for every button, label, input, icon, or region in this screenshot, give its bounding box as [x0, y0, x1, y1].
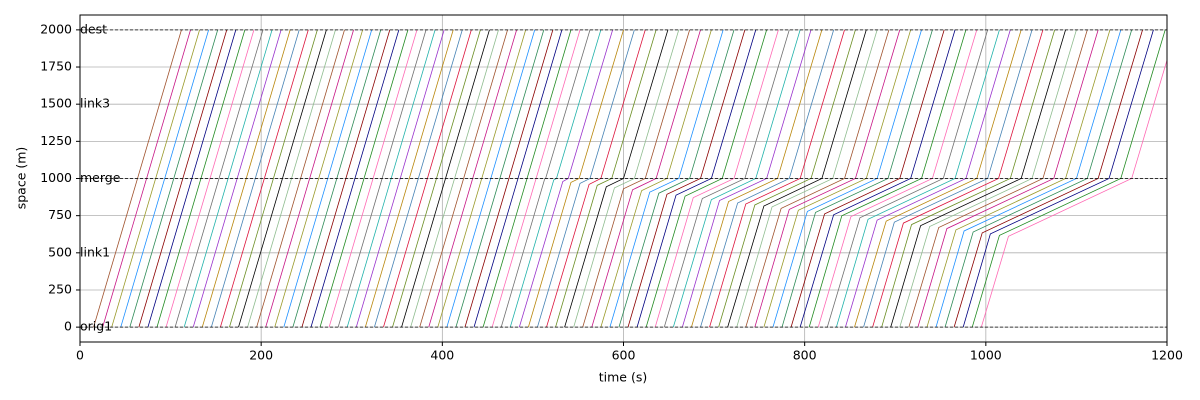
trajectory: [835, 29, 1000, 328]
trajectory: [881, 29, 1056, 328]
y-tick-label: 250: [48, 281, 72, 296]
trajectory: [817, 29, 978, 328]
trajectory: [600, 29, 712, 328]
trajectory: [953, 29, 1143, 328]
trajectory: [609, 29, 724, 328]
trajectory: [537, 29, 635, 328]
axes: 0 200 400 600 800 1000 1200 0 250 500 750 1000 1250 1…: [40, 21, 1183, 362]
trajectory: [727, 29, 867, 328]
trajectory: [582, 29, 691, 328]
trajectory: [165, 29, 255, 328]
trajectory: [962, 29, 1154, 328]
trajectory: [627, 29, 746, 328]
trajectory: [863, 29, 1033, 328]
trajectory: [573, 29, 680, 328]
x-tick-label: 1000: [970, 348, 1002, 363]
trajectory: [772, 29, 922, 328]
trajectory: [455, 29, 545, 328]
node-label: merge: [80, 170, 121, 185]
trajectory: [908, 29, 1088, 328]
trajectory: [663, 29, 790, 328]
trajectory: [745, 29, 890, 328]
trajectory: [917, 29, 1099, 328]
x-axis-label: time (s): [599, 370, 647, 385]
node-label: link3: [80, 96, 110, 111]
trajectory: [174, 29, 264, 328]
trajectory: [826, 29, 989, 328]
trajectory: [808, 29, 967, 328]
trajectory: [790, 29, 945, 328]
trajectory: [781, 29, 933, 328]
trajectory: [564, 29, 669, 328]
trajectory: [944, 29, 1133, 328]
trajectory: [899, 29, 1077, 328]
trajectory: [328, 29, 418, 328]
trajectory: [672, 29, 801, 328]
x-tick-label: 400: [430, 348, 454, 363]
trajectory: [718, 29, 856, 328]
trajectory: [872, 29, 1044, 328]
trajectory: [709, 29, 845, 328]
y-tick-label: 1250: [40, 133, 72, 148]
y-tick-label: 750: [48, 207, 72, 222]
trajectory: [700, 29, 835, 328]
trajectory: [654, 29, 779, 328]
node-label: dest: [80, 21, 107, 36]
trajectory: [274, 29, 364, 328]
trajectories: [93, 29, 1167, 328]
trajectory: [464, 29, 554, 328]
trajectory: [845, 29, 1011, 328]
y-tick-label: 2000: [40, 21, 72, 36]
x-tick-label: 600: [612, 348, 636, 363]
trajectory: [528, 29, 624, 328]
node-label: link1: [80, 244, 110, 259]
trajectory: [555, 29, 657, 328]
trajectory: [419, 29, 508, 328]
trajectory: [980, 58, 1167, 328]
trajectory: [736, 29, 878, 328]
trajectory: [183, 29, 273, 328]
trajectory: [691, 29, 823, 328]
trajectory: [265, 29, 354, 328]
trajectory: [509, 29, 602, 328]
trajectory: [890, 29, 1066, 328]
trajectory: [681, 29, 812, 328]
trajectory: [799, 29, 956, 328]
trajectory: [518, 29, 614, 328]
trajectory: [546, 29, 646, 328]
trajectory: [410, 29, 499, 328]
trajectory: [220, 29, 309, 328]
trajectory: [645, 29, 768, 328]
trajectory: [636, 29, 757, 328]
y-tick-label: 500: [48, 244, 72, 259]
trajectory: [935, 29, 1122, 328]
trajectory: [364, 29, 454, 328]
x-tick-label: 0: [76, 348, 84, 363]
trajectory: [618, 29, 735, 328]
node-label: orig1: [80, 319, 112, 334]
trajectory: [926, 29, 1111, 328]
y-tick-label: 1750: [40, 59, 72, 74]
x-tick-label: 800: [793, 348, 817, 363]
trajectory: [854, 29, 1022, 328]
y-tick-label: 1000: [40, 170, 72, 185]
trajectory: [310, 29, 400, 328]
trajectory: [591, 29, 701, 328]
y-tick-label: 0: [64, 319, 72, 334]
x-tick-label: 1200: [1151, 348, 1183, 363]
y-axis-label: space (m): [14, 147, 29, 210]
trajectory: [374, 29, 463, 328]
trajectory: [763, 29, 912, 328]
trajectory: [120, 29, 210, 328]
trajectory: [229, 29, 318, 328]
x-tick-label: 200: [249, 348, 273, 363]
trajectory: [129, 29, 219, 328]
annotations: orig1 link1 merge link3 dest: [80, 21, 1167, 334]
trajectory: [319, 29, 409, 328]
trajectory: [754, 29, 901, 328]
trajectory: [971, 29, 1166, 328]
y-tick-label: 1500: [40, 96, 72, 111]
